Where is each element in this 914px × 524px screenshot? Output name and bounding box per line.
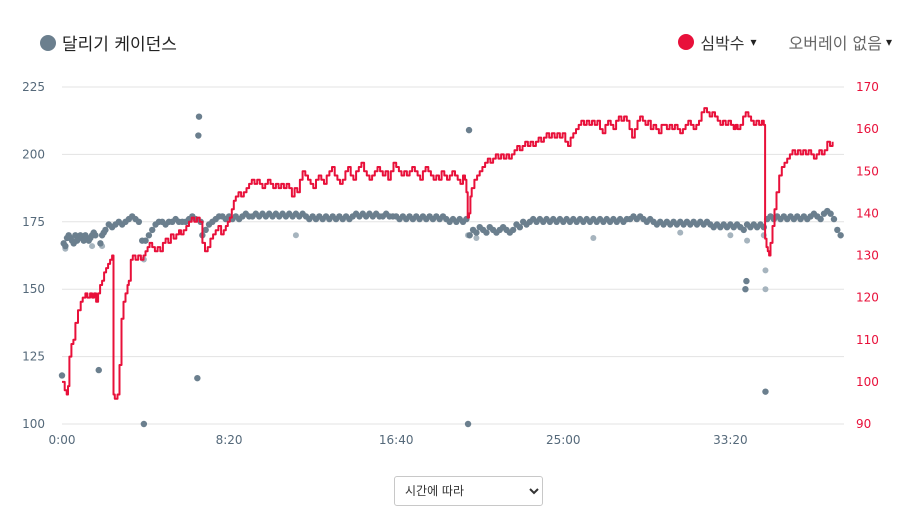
cadence-point-faint bbox=[727, 232, 734, 239]
y-right-tick-label: 140 bbox=[856, 206, 879, 220]
cadence-point-faint bbox=[762, 267, 769, 274]
cadence-point bbox=[827, 210, 834, 217]
x-axis-mode-select[interactable]: 시간에 따라 bbox=[394, 476, 543, 506]
y-right-tick-label: 130 bbox=[856, 249, 879, 263]
cadence-point bbox=[202, 226, 209, 234]
cadence-point bbox=[135, 218, 143, 225]
cadence-point bbox=[194, 374, 201, 382]
y-left-tick-label: 125 bbox=[22, 350, 45, 364]
cadence-point-faint bbox=[762, 286, 769, 293]
y-left-tick-label: 100 bbox=[22, 417, 45, 431]
cadence-point-faint bbox=[677, 229, 684, 236]
cadence-point bbox=[740, 226, 747, 234]
x-tick-label: 16:40 bbox=[379, 433, 414, 447]
y-left-tick-label: 150 bbox=[22, 282, 45, 296]
cadence-point bbox=[92, 232, 99, 239]
x-tick-label: 8:20 bbox=[216, 433, 243, 447]
cadence-point bbox=[473, 229, 480, 236]
legend-controls: 심박수 ▾ 오버레이 없음 ▾ bbox=[678, 30, 892, 54]
y-right-tick-label: 120 bbox=[856, 291, 879, 305]
cadence-legend-label: 달리기 케이던스 bbox=[62, 35, 177, 55]
overlay-label: 오버레이 없음 bbox=[788, 34, 882, 53]
cadence-point bbox=[464, 420, 472, 428]
y-right-tick-label: 160 bbox=[856, 122, 879, 136]
cadence-point-faint bbox=[473, 234, 480, 241]
cadence-point bbox=[145, 232, 153, 239]
cadence-point bbox=[466, 232, 473, 239]
y-left-tick-label: 175 bbox=[22, 215, 45, 229]
cadence-point bbox=[140, 420, 148, 428]
cadence-point bbox=[483, 229, 490, 236]
y-right-tick-label: 150 bbox=[856, 164, 879, 178]
chevron-down-icon: ▾ bbox=[885, 35, 892, 49]
y-right-tick-label: 90 bbox=[856, 417, 871, 431]
cadence-point bbox=[95, 366, 102, 374]
y-right-tick-label: 110 bbox=[856, 333, 879, 347]
cadence-point bbox=[837, 232, 844, 239]
x-tick-label: 33:20 bbox=[713, 433, 748, 447]
cadence-point-faint bbox=[89, 243, 96, 250]
cadence-point bbox=[97, 240, 104, 247]
cadence-point bbox=[834, 226, 841, 234]
y-left-tick-label: 200 bbox=[22, 147, 45, 161]
legend-cadence: 달리기 케이던스 bbox=[40, 30, 177, 55]
cadence-point-faint bbox=[292, 232, 299, 239]
y-right-tick-label: 170 bbox=[856, 80, 879, 94]
cadence-point bbox=[62, 242, 69, 250]
overlay-dropdown[interactable]: 오버레이 없음 ▾ bbox=[789, 30, 892, 54]
cadence-point bbox=[195, 132, 202, 139]
heart-rate-legend-label: 심박수 bbox=[700, 34, 745, 53]
cadence-point bbox=[830, 215, 838, 223]
cadence-point bbox=[817, 215, 824, 223]
cadence-point bbox=[516, 223, 524, 231]
cadence-point bbox=[509, 226, 517, 234]
x-tick-label: 0:00 bbox=[49, 433, 76, 447]
heart-rate-metric-dropdown[interactable]: 심박수 ▾ bbox=[678, 30, 757, 54]
heart-rate-legend-dot bbox=[678, 34, 695, 50]
cadence-point bbox=[149, 226, 156, 234]
cadence-point bbox=[58, 372, 66, 379]
cadence-point bbox=[465, 126, 473, 134]
cadence-heart-rate-chart: 100 125 150 175 200 225 90 100 110 120 130 140 150 16… bbox=[22, 80, 879, 447]
chevron-down-icon: ▾ bbox=[750, 35, 757, 49]
heart-rate-line bbox=[62, 107, 834, 400]
y-left-tick-label: 225 bbox=[22, 80, 45, 94]
cadence-point bbox=[195, 113, 203, 120]
x-tick-label: 25:00 bbox=[546, 433, 581, 447]
cadence-point bbox=[102, 226, 109, 234]
cadence-point-faint bbox=[590, 234, 597, 241]
cadence-point-faint bbox=[744, 237, 751, 244]
cadence-legend-dot bbox=[40, 34, 56, 51]
cadence-point bbox=[743, 277, 750, 285]
cadence-point bbox=[742, 286, 749, 293]
cadence-point bbox=[762, 388, 769, 395]
y-right-tick-label: 100 bbox=[856, 375, 879, 389]
cadence-point bbox=[142, 237, 149, 244]
